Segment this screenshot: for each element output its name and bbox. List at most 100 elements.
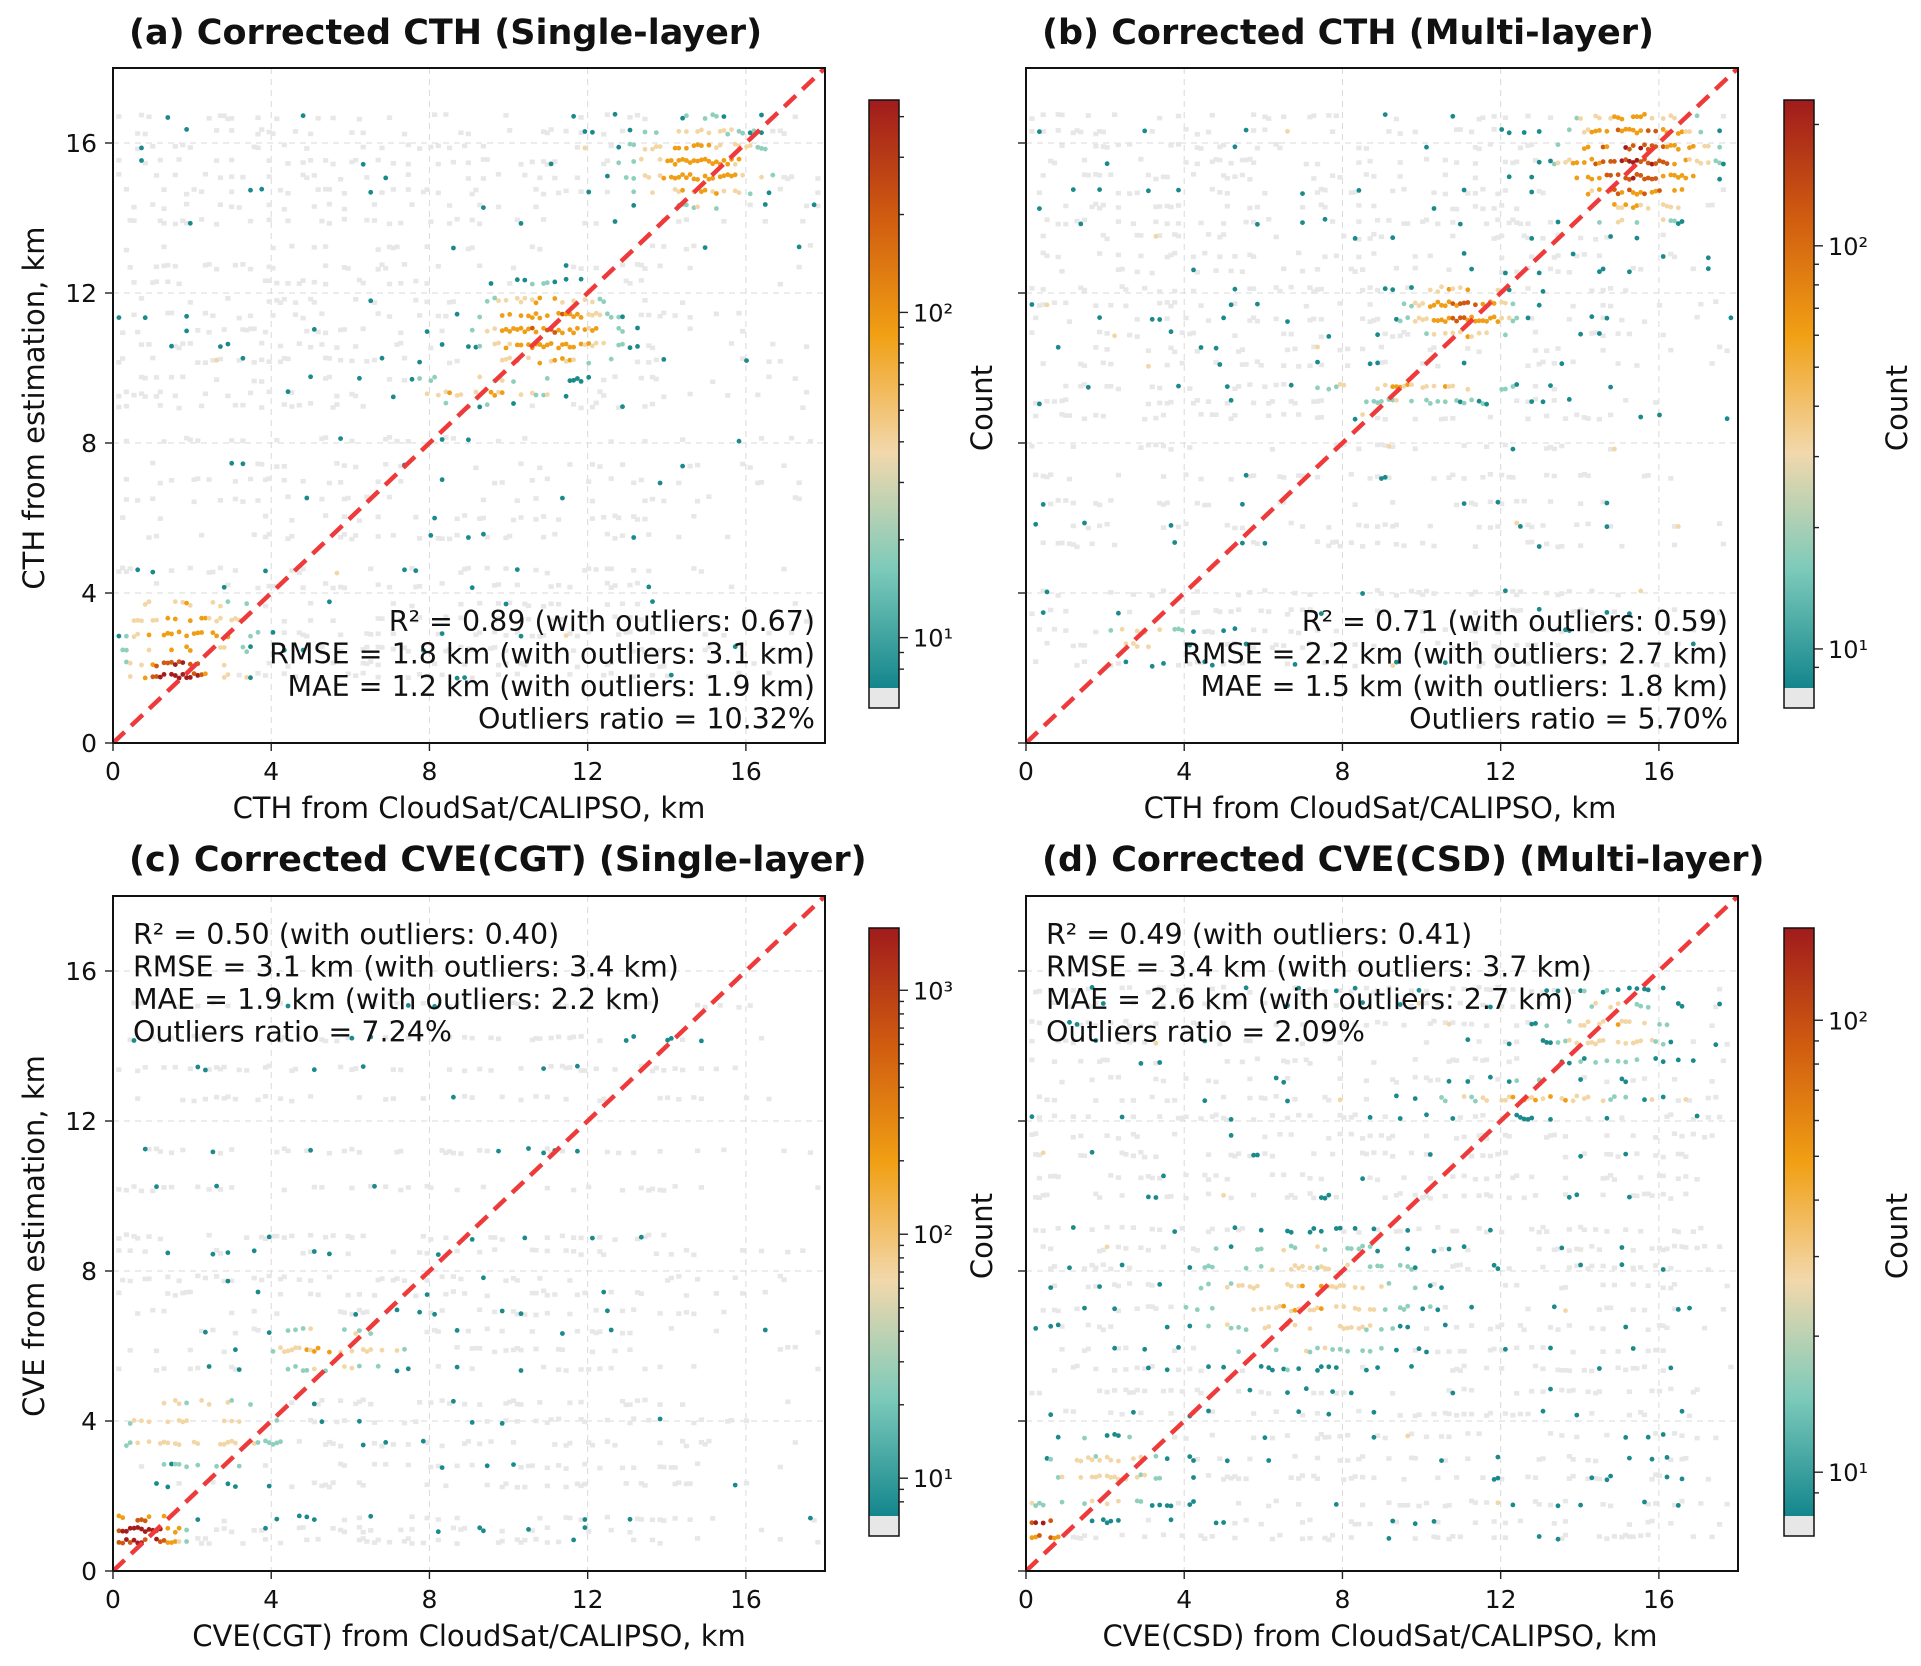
density-point (544, 1248, 550, 1254)
density-point (1585, 1019, 1591, 1025)
density-point (1048, 1412, 1054, 1418)
density-point (1194, 1387, 1200, 1393)
density-point (537, 1276, 543, 1281)
density-point (349, 358, 355, 364)
density-point (1442, 172, 1448, 178)
density-point (1499, 299, 1505, 305)
density-point (270, 630, 276, 635)
density-point (394, 1368, 400, 1374)
density-point (1630, 1078, 1636, 1083)
density-point (1055, 112, 1061, 117)
density-point (1266, 1365, 1272, 1371)
density-point (1435, 289, 1441, 295)
density-point (1029, 129, 1035, 134)
density-point (1037, 1533, 1042, 1538)
density-point (135, 1517, 141, 1523)
density-point (233, 1484, 238, 1489)
density-point (1360, 1243, 1365, 1249)
density-point (1627, 1455, 1632, 1461)
density-point (1472, 145, 1478, 150)
density-point (1187, 1323, 1193, 1329)
density-point (1202, 659, 1208, 665)
density-point (1247, 1076, 1253, 1082)
density-point (270, 1349, 276, 1354)
density-point (529, 315, 535, 320)
density-point (1108, 1324, 1114, 1329)
density-point (1672, 172, 1677, 178)
density-point (225, 1278, 231, 1284)
density-point (1424, 1112, 1429, 1118)
density-point (1510, 160, 1516, 166)
density-point (1529, 254, 1535, 259)
density-point (1570, 1098, 1576, 1104)
density-point (1397, 1116, 1403, 1121)
density-point (214, 1248, 220, 1253)
density-point (135, 131, 141, 136)
density-point (304, 1514, 310, 1520)
density-point (176, 1525, 182, 1531)
density-point (477, 1249, 483, 1255)
density-point (567, 327, 573, 333)
density-point (1161, 661, 1166, 666)
density-point (514, 1485, 520, 1490)
density-point (1600, 1349, 1606, 1354)
density-point (360, 1064, 366, 1069)
density-point (1217, 144, 1223, 150)
density-point (168, 1184, 175, 1190)
density-point (1671, 524, 1678, 529)
density-point (770, 341, 776, 347)
density-point (1281, 266, 1287, 272)
density-point (747, 143, 753, 149)
density-point (503, 1278, 509, 1283)
density-point (492, 1309, 498, 1315)
density-point (1566, 397, 1572, 402)
density-point (1360, 544, 1366, 549)
density-point (638, 1291, 644, 1296)
density-point (1258, 1306, 1264, 1312)
density-point (559, 1063, 565, 1069)
density-point (1642, 1097, 1647, 1103)
density-point (1510, 1004, 1516, 1009)
density-point (1190, 1345, 1197, 1351)
panel-b-title: (b) Corrected CTH (Multi-layer) (1042, 13, 1654, 53)
density-point (1104, 1389, 1110, 1395)
density-point (277, 1291, 284, 1297)
density-point (356, 1480, 362, 1485)
density-point (1198, 1390, 1204, 1396)
density-point (1683, 175, 1689, 181)
density-point (1446, 1059, 1452, 1064)
density-point (1093, 1265, 1099, 1271)
density-point (1454, 1475, 1460, 1480)
x-tick-label: 0 (1018, 757, 1034, 786)
density-point (1296, 1265, 1302, 1271)
density-point (311, 279, 317, 285)
density-point (1619, 1534, 1625, 1540)
density-point (1397, 1305, 1403, 1311)
density-point (240, 355, 246, 361)
density-point (1487, 1193, 1493, 1199)
density-point (1461, 1363, 1467, 1369)
density-point (518, 313, 524, 319)
density-point (315, 187, 321, 192)
density-point (691, 1311, 697, 1317)
density-point (541, 1066, 546, 1071)
density-point (1578, 1153, 1583, 1159)
density-point (1224, 1176, 1230, 1182)
density-point (1367, 1307, 1373, 1312)
density-point (1525, 1474, 1531, 1480)
density-point (608, 1527, 614, 1533)
density-point (1435, 299, 1441, 305)
density-point (559, 1148, 565, 1154)
density-point (1626, 1522, 1632, 1527)
density-point (1364, 399, 1369, 405)
density-point (1322, 1345, 1328, 1351)
density-point (462, 513, 468, 518)
density-point (1153, 1040, 1159, 1046)
density-point (1108, 1457, 1114, 1463)
density-point (582, 1068, 588, 1073)
density-point (1187, 661, 1193, 667)
density-point (1078, 1536, 1084, 1541)
density-point (691, 566, 697, 571)
density-point (1326, 525, 1332, 530)
density-point (232, 402, 238, 408)
